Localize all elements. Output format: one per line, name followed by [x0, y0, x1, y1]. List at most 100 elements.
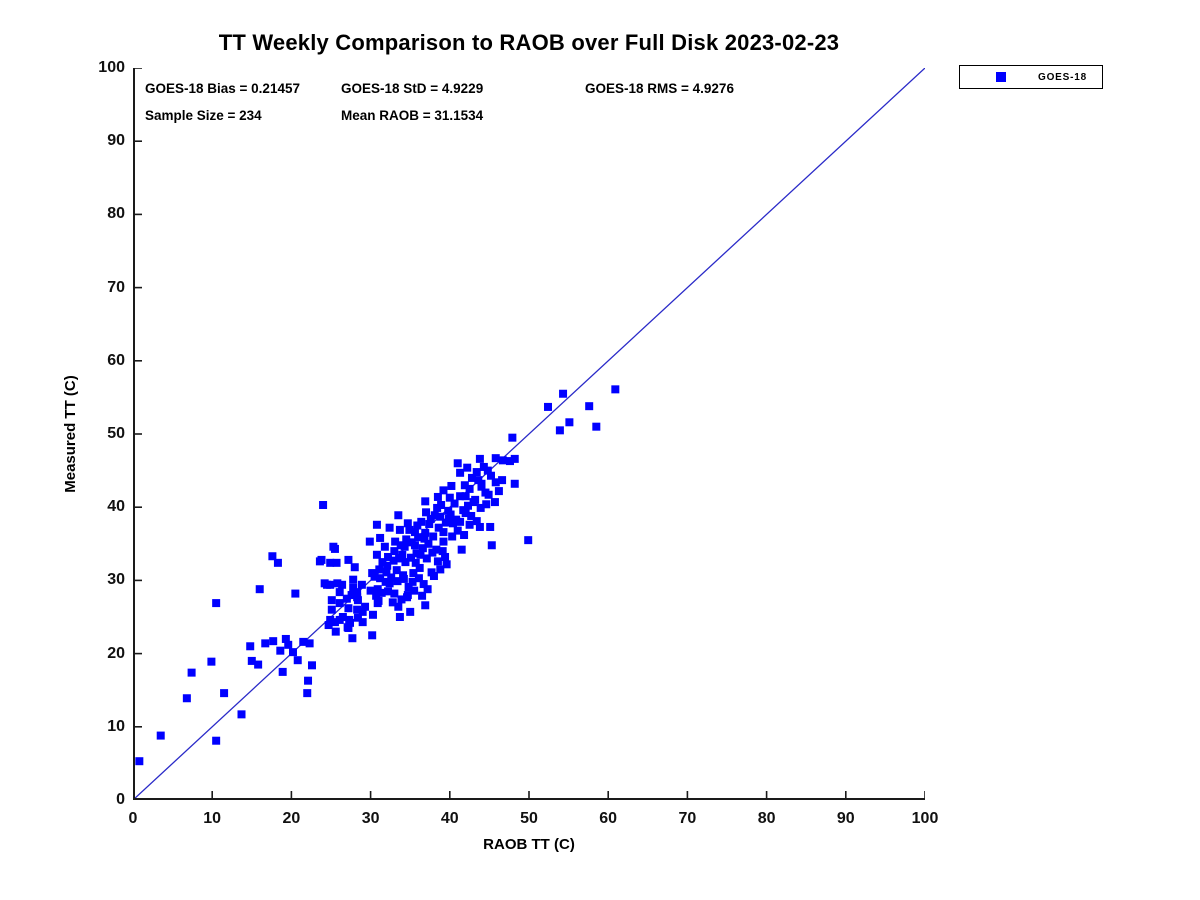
data-point-marker [439, 528, 448, 537]
data-point-marker [457, 545, 466, 554]
y-tick-label: 10 [107, 717, 125, 735]
x-tick-label: 10 [203, 810, 222, 827]
data-point-marker [415, 563, 424, 572]
data-point-marker [486, 471, 495, 480]
data-point-marker [278, 667, 287, 676]
data-point-marker [408, 577, 417, 586]
data-point-marker [304, 676, 313, 685]
data-point-marker [585, 402, 594, 411]
data-point-marker [436, 512, 445, 521]
data-point-marker [424, 539, 433, 548]
data-point-marker [456, 468, 465, 477]
data-point-marker [494, 487, 503, 496]
data-point-marker [390, 547, 399, 556]
data-point-marker [212, 736, 221, 745]
data-point-marker [422, 554, 431, 563]
data-point-marker [331, 627, 340, 636]
data-point-marker [524, 536, 533, 545]
data-point-marker [344, 555, 353, 564]
data-point-marker [317, 555, 326, 564]
data-point-marker [413, 521, 422, 530]
data-point-marker [353, 605, 362, 614]
data-point-marker [438, 547, 447, 556]
data-point-marker [481, 488, 490, 497]
data-point-marker [461, 492, 470, 501]
data-point-marker [611, 385, 620, 394]
data-point-marker [327, 596, 336, 605]
data-point-marker [452, 515, 461, 524]
stat-rms: GOES-18 RMS = 4.9276 [585, 81, 734, 96]
data-point-marker [433, 557, 442, 566]
y-tick-label: 50 [107, 425, 125, 442]
data-point-marker [453, 526, 462, 535]
data-point-marker [372, 591, 381, 600]
data-point-marker [498, 476, 507, 485]
data-point-marker [326, 580, 335, 589]
data-point-marker [436, 565, 445, 574]
data-point-marker [394, 602, 403, 611]
data-point-marker [405, 525, 414, 534]
data-point-marker [421, 497, 430, 506]
data-point-marker [269, 637, 278, 646]
data-point-marker [425, 520, 434, 529]
scatter-plot [132, 67, 926, 801]
data-point-marker [353, 613, 362, 622]
data-point-marker [430, 511, 439, 520]
data-point-marker [345, 615, 354, 624]
data-point-marker [401, 558, 410, 567]
data-point-marker [391, 537, 400, 546]
data-point-marker [437, 501, 446, 510]
data-point-marker [472, 468, 481, 477]
x-tick-label: 80 [757, 810, 776, 827]
x-tick-label: 40 [440, 810, 459, 827]
data-point-marker [324, 621, 333, 630]
data-point-marker [429, 572, 438, 581]
data-point-marker [327, 605, 336, 614]
data-point-marker [372, 520, 381, 529]
data-point-marker [319, 501, 328, 510]
data-point-marker [459, 506, 468, 515]
data-point-marker [207, 657, 216, 666]
data-point-marker [407, 538, 416, 547]
data-point-marker [565, 418, 574, 427]
data-point-marker [421, 601, 430, 610]
data-point-marker [380, 542, 389, 551]
data-point-marker [463, 463, 472, 472]
data-point-marker [399, 574, 408, 583]
y-tick-label: 60 [107, 351, 125, 369]
data-point-marker [293, 656, 302, 665]
data-point-marker [403, 591, 412, 600]
data-point-marker [592, 422, 601, 431]
data-point-marker [471, 495, 480, 504]
data-point-marker [357, 580, 366, 589]
data-point-marker [433, 492, 442, 501]
data-point-marker [348, 634, 357, 643]
data-point-marker [441, 518, 450, 527]
data-point-marker [361, 602, 370, 611]
data-point-marker [333, 579, 342, 588]
stat-std: GOES-18 StD = 4.9229 [341, 81, 484, 96]
y-tick-label: 100 [98, 59, 125, 76]
data-point-marker [418, 544, 427, 553]
x-tick-label: 0 [128, 810, 138, 827]
reference-line [132, 67, 926, 801]
stat-sample-size: Sample Size = 234 [145, 108, 262, 123]
y-axis-label: Measured TT (C) [62, 375, 79, 493]
y-tick-label: 30 [107, 571, 125, 589]
data-point-marker [456, 492, 465, 501]
y-tick-label: 40 [107, 498, 125, 516]
data-point-marker [344, 604, 353, 613]
data-point-marker [385, 523, 394, 532]
data-point-marker [326, 558, 335, 567]
data-point-marker [444, 506, 453, 515]
data-point-marker [182, 694, 191, 703]
data-point-marker [288, 648, 297, 657]
data-point-marker [388, 598, 397, 607]
data-point-marker [156, 731, 165, 740]
data-point-marker [491, 478, 500, 487]
data-point-marker [477, 482, 486, 491]
data-point-marker [377, 588, 386, 597]
data-point-marker [353, 588, 362, 597]
data-point-marker [441, 552, 450, 561]
